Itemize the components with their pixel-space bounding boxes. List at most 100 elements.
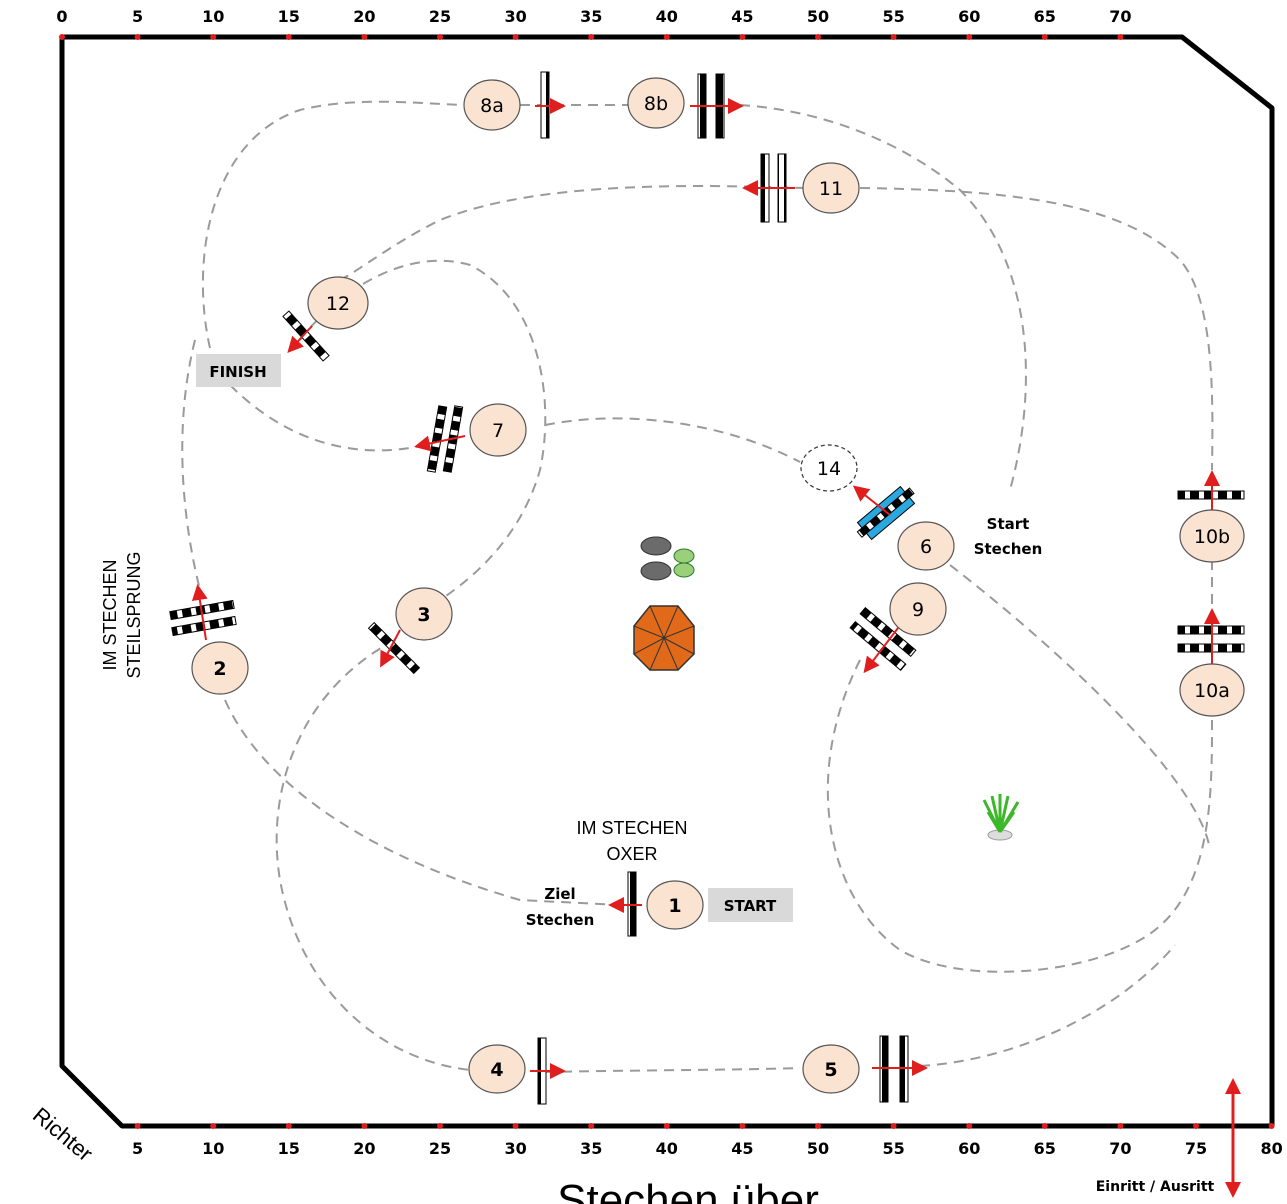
rocks-icon	[640, 536, 695, 581]
finish-box: FINISH	[196, 354, 281, 387]
top-tick-label: 55	[882, 7, 904, 26]
jump-1: 1	[646, 880, 704, 930]
top-tick-mark	[588, 34, 595, 40]
top-tick-label: 60	[958, 7, 980, 26]
bottom-tick-label: 45	[731, 1139, 753, 1158]
jump-2: 2	[191, 641, 249, 695]
start-box: START	[708, 888, 793, 922]
bottom-tick-label: 40	[656, 1139, 678, 1158]
bottom-tick-mark	[966, 1123, 973, 1129]
bottom-ruler: 5 10 15 20 25 30 35 40 45 50 55 60 65 70 75 80	[132, 1123, 1283, 1158]
jump-4: 4	[468, 1044, 526, 1094]
svg-text:Stechen: Stechen	[974, 540, 1043, 558]
top-tick-label: 0	[56, 7, 67, 26]
top-tick-mark	[361, 34, 368, 40]
svg-text:STEILSPRUNG: STEILSPRUNG	[124, 551, 144, 678]
bottom-tick-mark	[1193, 1123, 1199, 1129]
top-tick-mark	[59, 34, 65, 40]
bottom-tick-mark	[512, 1123, 519, 1129]
top-tick-mark	[739, 34, 746, 40]
jump-10a: 10a	[1179, 663, 1245, 717]
svg-text:14: 14	[817, 458, 841, 480]
svg-text:4: 4	[490, 1059, 503, 1081]
steilsprung-label: IM STECHEN STEILSPRUNG	[100, 551, 144, 678]
bottom-tick-mark	[1041, 1123, 1048, 1129]
svg-text:3: 3	[417, 604, 430, 626]
top-tick-label: 5	[132, 7, 143, 26]
jump-14: 14	[800, 444, 858, 492]
bottom-tick-label: 25	[429, 1139, 451, 1158]
bottom-tick-label: 75	[1185, 1139, 1207, 1158]
parasol-icon	[633, 605, 695, 671]
bottom-tick-mark	[663, 1123, 670, 1129]
top-tick-mark	[1041, 34, 1048, 40]
bottom-tick-mark	[739, 1123, 746, 1129]
bottom-tick-label: 65	[1034, 1139, 1056, 1158]
bottom-tick-mark	[1117, 1123, 1124, 1129]
jump-markers: 1 2 3 4 5 6 7 8a 8b 9 10a 10b 11 12 14	[191, 77, 1245, 1094]
bottom-tick-mark	[134, 1123, 141, 1129]
svg-text:8b: 8b	[644, 93, 668, 115]
svg-text:5: 5	[824, 1059, 837, 1081]
bottom-tick-label: 10	[202, 1139, 224, 1158]
svg-text:8a: 8a	[480, 95, 504, 117]
jump-6: 6	[897, 521, 955, 571]
judge-label: Richter	[28, 1102, 97, 1166]
bottom-tick-mark	[815, 1123, 821, 1129]
top-tick-label: 30	[504, 7, 526, 26]
arena-fence	[59, 34, 1275, 1129]
jump-8a: 8a	[463, 79, 521, 131]
top-tick-mark	[210, 34, 217, 40]
svg-text:9: 9	[912, 599, 924, 621]
top-tick-mark	[1117, 34, 1124, 40]
entry-exit-arrow	[1225, 1078, 1241, 1198]
bottom-tick-label: 15	[278, 1139, 300, 1158]
jump-9: 9	[889, 582, 947, 636]
top-tick-mark	[134, 34, 141, 40]
start-stechen-label: Start Stechen	[974, 515, 1043, 558]
ziel-stechen-label: Ziel Stechen	[526, 885, 595, 929]
bottom-tick-mark	[588, 1123, 595, 1129]
top-tick-label: 70	[1109, 7, 1131, 26]
bottom-tick-mark	[285, 1123, 292, 1129]
top-tick-label: 15	[278, 7, 300, 26]
svg-text:START: START	[724, 897, 777, 915]
top-tick-label: 25	[429, 7, 451, 26]
bottom-tick-label: 20	[353, 1139, 375, 1158]
svg-text:6: 6	[920, 536, 932, 558]
bottom-tick-label: 55	[882, 1139, 904, 1158]
plant-icon	[982, 794, 1020, 841]
jump-11: 11	[802, 162, 860, 214]
top-tick-label: 20	[353, 7, 375, 26]
jump-7: 7	[469, 403, 527, 457]
svg-text:FINISH: FINISH	[209, 363, 266, 381]
bottom-tick-mark	[210, 1123, 217, 1129]
svg-text:Stechen: Stechen	[526, 911, 595, 929]
top-tick-mark	[512, 34, 519, 40]
svg-text:10a: 10a	[1194, 680, 1230, 702]
bottom-tick-label: 50	[807, 1139, 829, 1158]
top-tick-mark	[966, 34, 973, 40]
svg-text:1: 1	[668, 895, 681, 917]
bottom-tick-mark	[890, 1123, 897, 1129]
bottom-tick-label: 70	[1109, 1139, 1131, 1158]
obstacles	[169, 71, 1245, 1105]
top-ruler: 0 5 10 15 20 25 30 35 40 45 50 55 60 65 70	[56, 7, 1132, 40]
bottom-tick-mark	[437, 1123, 443, 1129]
svg-text:2: 2	[213, 658, 226, 680]
entry-exit-label: Einritt / Ausritt	[1096, 1179, 1215, 1195]
top-tick-mark	[815, 34, 821, 40]
top-tick-label: 65	[1034, 7, 1056, 26]
svg-text:11: 11	[819, 178, 843, 200]
bottom-tick-label: 60	[958, 1139, 980, 1158]
bottom-tick-label: 80	[1260, 1139, 1282, 1158]
oxer-label: IM STECHEN OXER	[576, 818, 687, 864]
svg-text:7: 7	[492, 420, 504, 442]
svg-text:IM STECHEN: IM STECHEN	[100, 559, 120, 670]
top-tick-label: 10	[202, 7, 224, 26]
svg-text:10b: 10b	[1194, 526, 1230, 548]
svg-text:12: 12	[326, 293, 350, 315]
svg-text:Start: Start	[987, 515, 1030, 533]
top-tick-label: 35	[580, 7, 602, 26]
jump-10b: 10b	[1179, 509, 1245, 563]
